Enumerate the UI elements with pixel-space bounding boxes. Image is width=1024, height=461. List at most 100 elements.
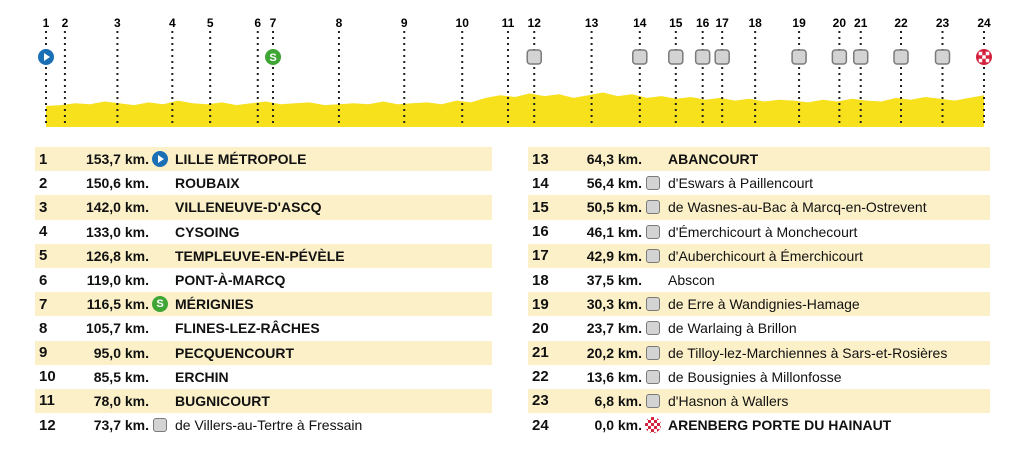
marker-number: 1 <box>43 16 50 30</box>
checkpoint-row: 6 119,0 km. PONT-À-MARCQ <box>35 268 492 292</box>
checkpoint-place: MÉRIGNIES <box>175 296 254 313</box>
checkpoint-distance: 150,6 km. <box>85 175 149 192</box>
checkpoint-distance: 95,0 km. <box>93 344 149 361</box>
checkpoint-distance: 0,0 km. <box>594 417 642 434</box>
checkpoint-row: 2 150,6 km. ROUBAIX <box>35 171 492 195</box>
checkpoint-number: 23 <box>532 392 549 410</box>
svg-text:S: S <box>269 52 276 64</box>
checkpoint-number: 18 <box>532 271 549 289</box>
checkpoint-place: ERCHIN <box>175 368 229 385</box>
checkpoint-row: 13 64,3 km. ABANCOURT <box>528 147 990 172</box>
checkpoint-number: 12 <box>39 416 56 434</box>
checkpoint-row: 22 13,6 km. de Bousignies à Millonfosse <box>528 365 990 389</box>
checkpoint-table-left: 1 153,7 km. LILLE MÉTROPOLE 2 150,6 km. ROUBA… <box>35 147 492 437</box>
start-icon <box>152 151 168 168</box>
checkpoint-row: 15 50,5 km. de Wasnes-au-Bac à Marcq-en-Os… <box>528 195 990 220</box>
checkpoint-number: 3 <box>39 198 48 216</box>
checkpoint-row: 11 78,0 km. BUGNICOURT <box>35 388 492 414</box>
checkpoint-number: 20 <box>532 319 549 337</box>
cobble-icon <box>646 297 660 312</box>
cobble-icon <box>646 369 660 384</box>
checkpoint-place: d'Émerchicourt à Monchecourt <box>668 223 858 240</box>
marker-number: 14 <box>633 16 647 30</box>
checkpoint-distance: 13,6 km. <box>586 368 642 385</box>
marker-number: 21 <box>854 16 868 30</box>
marker-number: 22 <box>894 16 908 30</box>
checkpoint-place: de Erre à Wandignies-Hamage <box>668 296 860 313</box>
checkpoint-place: d'Auberchicourt à Émerchicourt <box>668 247 863 264</box>
marker-number: 13 <box>585 16 599 30</box>
checkpoint-number: 14 <box>532 174 549 192</box>
marker-number: 3 <box>114 16 121 30</box>
checkpoint-place: de Tilloy-lez-Marchiennes à Sars-et-Rosi… <box>668 344 948 361</box>
checkpoint-number: 16 <box>532 223 549 241</box>
marker-number: 17 <box>716 16 730 30</box>
checkpoint-place: ARENBERG PORTE DU HAINAUT <box>668 417 892 434</box>
cobble-icon <box>934 49 951 65</box>
checkpoint-distance: 30,3 km. <box>586 296 642 313</box>
checkpoint-number: 8 <box>39 319 48 337</box>
checkpoint-place: LILLE MÉTROPOLE <box>175 151 307 168</box>
cobble-icon <box>646 200 660 215</box>
checkpoint-number: 24 <box>532 416 549 434</box>
checkpoint-distance: 126,8 km. <box>85 247 149 264</box>
checkpoint-row: 4 133,0 km. CYSOING <box>35 220 492 244</box>
checkpoint-place: BUGNICOURT <box>175 392 270 409</box>
checkpoint-place: d'Eswars à Paillencourt <box>668 175 814 192</box>
checkpoint-place: VILLENEUVE-D'ASCQ <box>175 199 322 216</box>
cobble-icon <box>668 49 684 65</box>
cobble-icon <box>714 49 730 65</box>
marker-number: 11 <box>502 16 515 30</box>
cobble-icon <box>632 49 648 65</box>
checkpoint-place: CYSOING <box>175 223 240 240</box>
checkpoint-place: FLINES-LEZ-RÂCHES <box>175 320 320 337</box>
checkpoint-row: 19 30,3 km. de Erre à Wandignies-Hamage <box>528 292 990 317</box>
cobble-icon <box>694 49 711 65</box>
checkpoint-distance: 56,4 km. <box>586 175 642 192</box>
checkpoint-row: 5 126,8 km. TEMPLEUVE-EN-PÉVÈLE <box>35 243 492 268</box>
checkpoint-row: 16 46,1 km. d'Émerchicourt à Monchecourt <box>528 220 990 244</box>
marker-number: 12 <box>528 16 542 30</box>
checkpoint-row: 17 42,9 km. d'Auberchicourt à Émerchicourt <box>528 243 990 268</box>
marker-number: 5 <box>207 16 214 30</box>
checkpoint-place: PECQUENCOURT <box>175 344 295 361</box>
cobble-icon <box>646 321 660 336</box>
checkpoint-place: ROUBAIX <box>175 175 240 192</box>
profile-silhouette <box>46 92 984 127</box>
checkpoint-number: 9 <box>39 344 48 362</box>
checkpoint-number: 5 <box>39 247 48 265</box>
marker-number: 24 <box>977 16 991 30</box>
checkpoint-row: 1 153,7 km. LILLE MÉTROPOLE <box>35 147 492 172</box>
checkpoint-distance: 6,8 km. <box>594 392 642 409</box>
checkpoint-number: 13 <box>532 150 549 168</box>
checkpoint-number: 1 <box>39 150 48 168</box>
marker-number: 9 <box>401 16 408 30</box>
marker-number: 23 <box>936 16 950 30</box>
marker-number: 16 <box>696 16 710 30</box>
marker-number: 15 <box>669 16 683 30</box>
checkpoint-distance: 73,7 km. <box>93 417 149 434</box>
checkpoint-distance: 50,5 km. <box>586 199 642 216</box>
checkpoint-distance: 116,5 km. <box>86 296 149 313</box>
checkpoint-row: 23 6,8 km. d'Hasnon à Wallers <box>528 388 990 414</box>
checkpoint-number: 19 <box>532 295 549 313</box>
checkpoint-table-right: 13 64,3 km. ABANCOURT 14 56,4 km. d'Eswars à … <box>528 147 990 437</box>
marker-number: 8 <box>336 16 343 30</box>
checkpoint-distance: 20,2 km. <box>586 344 642 361</box>
cobble-icon <box>646 345 660 360</box>
checkpoint-distance: 105,7 km. <box>85 320 149 337</box>
checkpoint-row: 9 95,0 km. PECQUENCOURT <box>35 340 492 365</box>
checkpoint-distance: 23,7 km. <box>586 320 642 337</box>
checkpoint-place: Abscon <box>668 272 715 289</box>
checkpoint-distance: 78,0 km. <box>93 392 149 409</box>
cobble-icon <box>646 248 660 263</box>
sprint-icon: S <box>152 296 168 313</box>
checkpoint-row: 10 85,5 km. ERCHIN <box>35 365 492 389</box>
cobble-icon <box>791 49 807 65</box>
checkpoint-row: 20 23,7 km. de Warlaing à Brillon <box>528 316 990 340</box>
cobble-icon <box>646 176 660 191</box>
marker-number: 10 <box>456 16 470 30</box>
cobble-icon <box>646 393 660 408</box>
checkpoint-row: 24 0,0 km. ARENBERG PORTE DU HAINAUT <box>528 413 990 437</box>
checkpoint-number: 15 <box>532 198 549 216</box>
